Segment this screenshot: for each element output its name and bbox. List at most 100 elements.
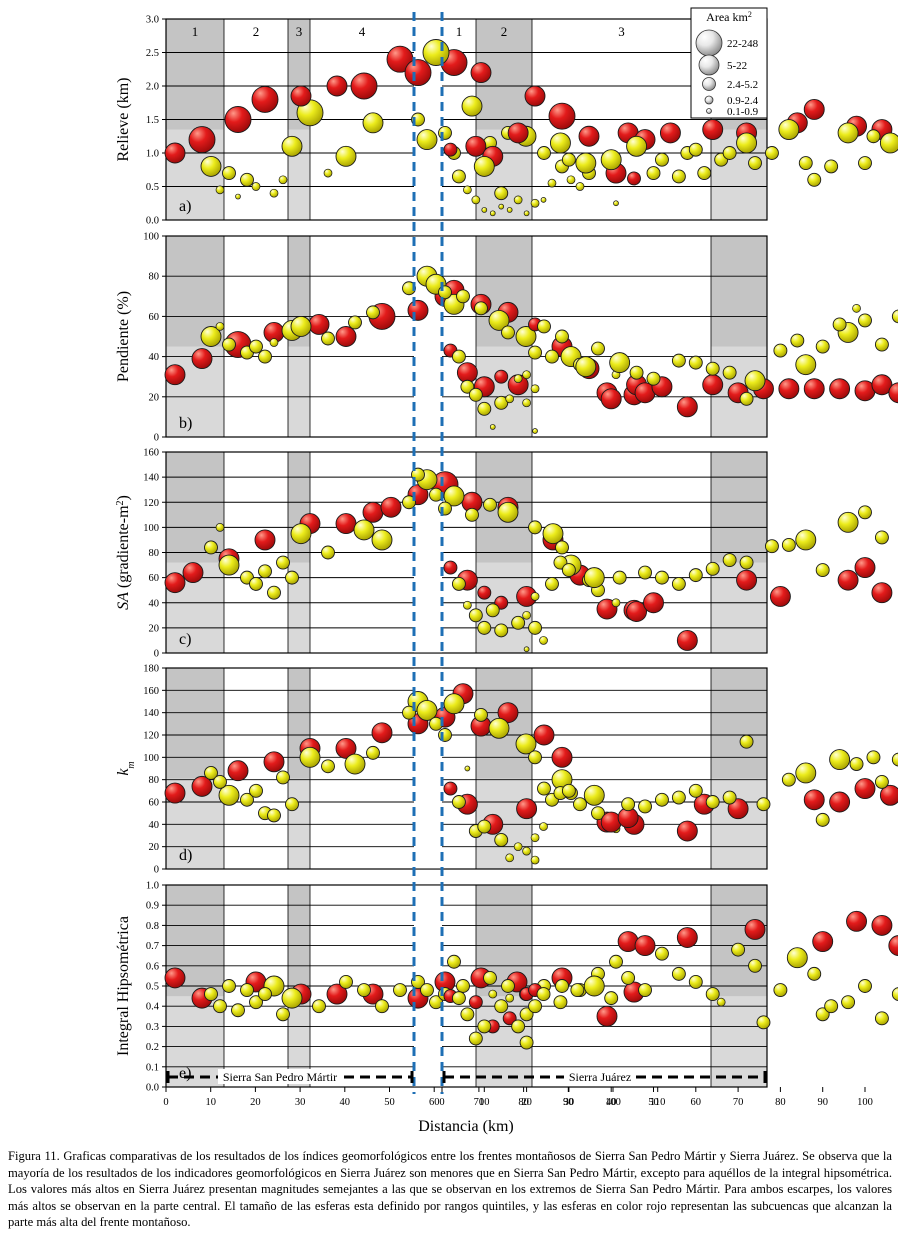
ssp-point [596,1005,618,1027]
sj-point [795,354,817,376]
ssp-point [362,501,384,523]
sj-point [473,155,495,177]
ssp-point [456,289,470,304]
ssp-point [278,175,288,185]
ssp-point [362,112,384,134]
sj-point [854,778,876,800]
legend-sphere [706,108,712,114]
sj-point [626,601,648,622]
ssp-point [231,1003,245,1018]
sj-point [736,132,758,154]
sj-point [722,553,737,567]
sj-point [643,592,664,614]
ssp-point [290,85,312,107]
sj-point [477,401,492,416]
ssp-label-bg [218,1069,342,1084]
sj-point [522,398,531,408]
panel-label: e) [179,1065,191,1082]
sj-point [494,623,509,638]
ssp-point [438,285,452,300]
shaded-zone-light [288,562,310,653]
plot-frame [165,18,768,221]
sj-point [764,539,779,554]
plot-frame [165,884,768,1088]
ssp-point [204,540,218,555]
ssp-point [191,775,213,797]
ssp-point [470,62,492,84]
ssp-point [422,39,450,66]
sj-point [583,784,605,806]
sj-point [621,797,636,812]
sj-point [846,910,867,932]
y-tick-label: 0.4 [146,1002,160,1013]
shaded-zone-light [711,778,767,869]
sj-point [513,195,523,205]
sj-label-bg [564,1069,636,1084]
zone-label-ssp: 4 [359,24,366,39]
sj-point [553,995,568,1010]
sj-point [852,304,861,313]
legend-title: Area km2 [706,10,752,25]
zone-label-ssp: 1 [192,24,199,39]
sj-point [464,765,471,772]
sj-point [629,365,644,380]
ssp-point [402,495,416,510]
sj-point [494,833,509,847]
sj-point [795,529,817,551]
y-tick-label: 80 [149,775,160,786]
y-tick-label: 20 [149,392,160,403]
x-tick-label-sj: 60 [691,1097,702,1108]
sj-point [443,142,458,157]
y-tick-label: 60 [149,798,160,809]
sj-point [528,345,543,360]
sj-point [815,563,830,578]
ssp-point [474,707,488,722]
sj-point [451,991,466,1006]
sj-point [790,333,805,348]
x-tick-label-ssp: 80 [518,1097,529,1108]
sj-point [505,853,515,863]
ssp-point [371,722,393,744]
legend-sphere [702,77,716,91]
sj-point [494,186,509,201]
sj-point [522,610,531,620]
sj-point [798,156,813,171]
shaded-zone-light [166,996,224,1087]
ssp-point [213,999,227,1014]
y-tick-label: 2.5 [146,48,159,59]
sj-point [638,983,652,997]
y-tick-label: 0.0 [146,1083,159,1094]
sj-point [561,152,576,167]
sj-point [744,370,766,392]
sj-point [530,384,540,394]
sj-point [634,935,656,957]
sj-point [471,195,481,205]
ssp-point [393,983,407,997]
sj-point [671,353,686,368]
sj-point [528,999,543,1014]
ssp-point [240,172,254,187]
sj-point [874,774,889,789]
sj-point [676,396,698,418]
sj-point [451,795,466,809]
ssp-point [578,125,600,147]
ssp-point [555,979,569,993]
sj-point [451,169,466,184]
x-tick-label-ssp: 0 [163,1097,168,1108]
sj-point [583,567,605,589]
ssp-point [528,520,542,535]
sj-point [600,149,622,171]
ssp-point [488,309,510,331]
ssp-point [276,555,290,570]
sj-point [516,798,538,820]
sj-point [536,987,551,1002]
sj-point [736,569,758,591]
ssp-point [515,326,537,347]
panel-3: 0 20 40 60 80 100 120 140 160 c) SA (gradiente-m2) [115,448,893,660]
sj-point [583,975,605,997]
panel-label: c) [179,631,191,648]
sj-point [803,98,825,120]
sj-point [722,146,737,160]
ssp-point [335,326,357,347]
ssp-point [249,576,263,591]
